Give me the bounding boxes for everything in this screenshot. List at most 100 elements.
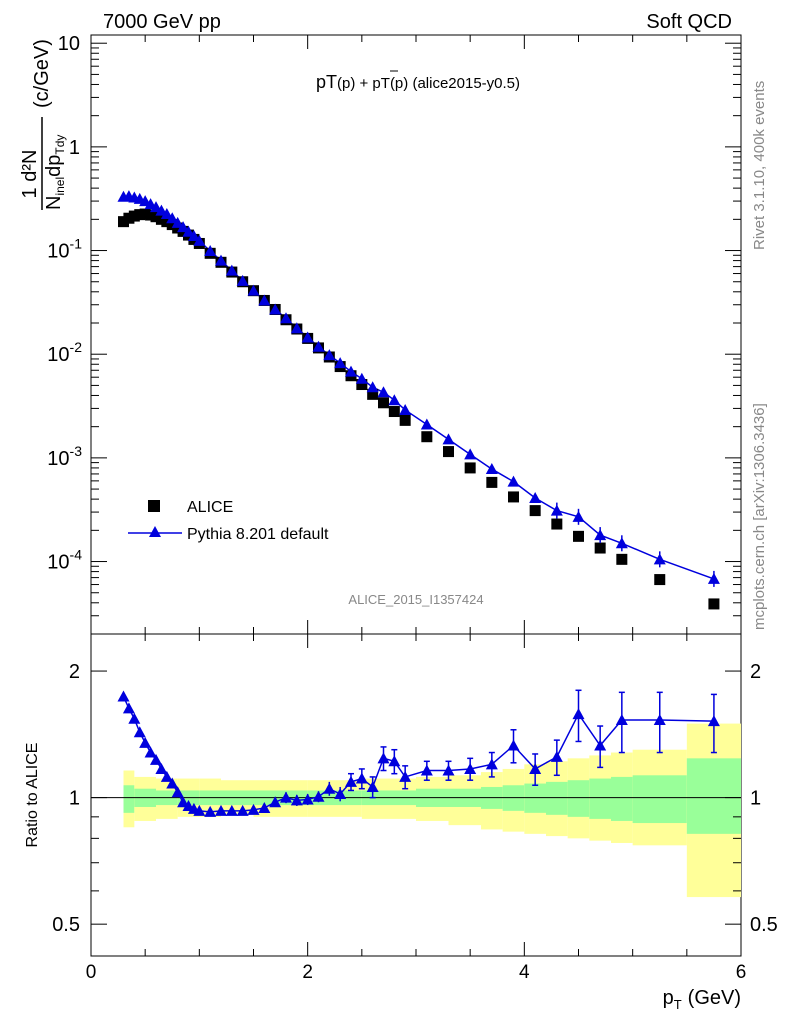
mc-point-pythia bbox=[177, 221, 190, 233]
mc-point-pythia bbox=[707, 572, 720, 584]
legend-mc-marker bbox=[149, 526, 161, 537]
title-plus: + pT bbox=[355, 75, 390, 92]
side-mcplots-label: mcplots.cern.ch [arXiv:1306.3436] bbox=[751, 403, 768, 630]
mc-point-pythia bbox=[166, 212, 179, 224]
main-ylabel: 1 d²N NineldpTdy (c/GeV) bbox=[19, 39, 67, 210]
ratio-point bbox=[464, 762, 477, 774]
data-point-alice bbox=[594, 542, 606, 554]
ratio-point bbox=[653, 713, 666, 725]
ratio-point bbox=[355, 772, 368, 784]
data-point-alice bbox=[388, 406, 400, 418]
ratio-point bbox=[334, 787, 347, 799]
ratio-point bbox=[290, 794, 303, 806]
mc-point-pythia bbox=[160, 208, 173, 220]
ratio-point bbox=[399, 770, 412, 782]
ratio-point bbox=[139, 736, 152, 748]
ratio-uncertainty-bands bbox=[123, 723, 741, 898]
data-point-alice bbox=[708, 598, 720, 610]
ratio-point bbox=[258, 801, 271, 813]
ratio-point bbox=[133, 726, 146, 738]
legend: ALICE Pythia 8.201 default bbox=[128, 499, 329, 543]
mc-point-pythia bbox=[572, 510, 585, 522]
data-point-alice bbox=[443, 446, 454, 458]
x-tick-label: 0 bbox=[86, 962, 97, 983]
data-point-alice bbox=[421, 431, 433, 443]
ratio-point bbox=[345, 775, 357, 787]
ratio-band-inner bbox=[123, 785, 135, 813]
x-tick-label: 4 bbox=[519, 962, 530, 983]
data-point-alice bbox=[654, 574, 666, 586]
ratio-point bbox=[280, 791, 292, 803]
plot-title: pT(p) + pT(p) (alice2015-y0.5) bbox=[316, 72, 520, 92]
data-point-alice bbox=[551, 518, 563, 530]
ratio-y-tick-label: 0.5 bbox=[52, 914, 80, 936]
mc-point-pythia bbox=[615, 537, 628, 549]
xlabel-p: p bbox=[663, 987, 674, 1009]
mc-point-pythia bbox=[182, 225, 195, 237]
ratio-point bbox=[122, 702, 135, 714]
ratio-series bbox=[117, 689, 720, 817]
ratio-y-tick-label-right: 2 bbox=[750, 661, 761, 683]
mc-point-pythia bbox=[236, 274, 249, 286]
data-point-alice bbox=[399, 414, 411, 426]
ratio-ylabel: Ratio to ALICE bbox=[24, 743, 41, 848]
ratio-point bbox=[312, 790, 325, 802]
data-point-alice bbox=[486, 476, 498, 488]
x-tick-label: 6 bbox=[736, 962, 747, 983]
ratio-point bbox=[594, 739, 607, 751]
ratio-axes: 0 2 4 6 0.5 0.5 1 1 2 2 bbox=[52, 634, 778, 983]
mc-point-pythia bbox=[594, 529, 607, 541]
ylabel-den-sub: inel bbox=[53, 177, 67, 196]
xlabel: pT (GeV) bbox=[663, 987, 741, 1012]
ratio-point bbox=[366, 780, 379, 792]
main-y-tick-label: 1 bbox=[69, 137, 80, 159]
ratio-point bbox=[301, 793, 314, 805]
mc-point-pythia bbox=[334, 357, 347, 369]
ratio-point bbox=[485, 758, 498, 770]
ratio-point bbox=[193, 804, 206, 816]
title-p: (p) bbox=[337, 75, 355, 92]
ratio-y-tick-label: 1 bbox=[69, 788, 80, 810]
mc-point-pythia bbox=[420, 418, 433, 430]
mc-point-pythia bbox=[280, 312, 292, 324]
header-left-label: 7000 GeV pp bbox=[103, 11, 221, 33]
ratio-band-inner bbox=[589, 778, 611, 819]
xlabel-sub: T bbox=[674, 997, 682, 1012]
data-point-alice bbox=[529, 505, 541, 517]
mc-point-pythia bbox=[485, 463, 498, 475]
main-y-tick-label: 10-3 bbox=[47, 443, 82, 470]
ratio-point bbox=[269, 796, 282, 808]
ratio-point bbox=[128, 712, 141, 724]
ratio-y-tick-label-right: 0.5 bbox=[750, 914, 778, 936]
mc-point-pythia bbox=[269, 303, 282, 315]
mc-point-pythia bbox=[247, 284, 260, 296]
analysis-id-label: ALICE_2015_I1357424 bbox=[348, 592, 483, 607]
main-y-tick-label: 10-4 bbox=[47, 547, 82, 574]
mc-point-pythia bbox=[171, 216, 184, 228]
ratio-point bbox=[388, 755, 401, 767]
ratio-point bbox=[550, 750, 563, 762]
title-tag: (alice2015-y0.5) bbox=[408, 75, 520, 92]
mc-point-pythia bbox=[399, 403, 412, 415]
mc-point-pythia bbox=[442, 433, 455, 445]
data-point-alice bbox=[573, 530, 584, 542]
mc-point-pythia bbox=[290, 322, 303, 334]
main-y-tick-label: 10-1 bbox=[47, 236, 82, 263]
ylabel-denominator: NineldpTdy bbox=[43, 135, 67, 210]
data-point-alice bbox=[356, 379, 368, 391]
main-y-tick-label: 10-2 bbox=[47, 339, 82, 366]
ylabel-numerator: 1 d²N bbox=[19, 150, 41, 199]
mc-point-pythia bbox=[388, 394, 401, 406]
ratio-point bbox=[420, 764, 433, 776]
ratio-point bbox=[323, 782, 336, 794]
mc-point-pythia bbox=[507, 475, 520, 487]
ratio-point bbox=[529, 762, 542, 774]
data-point-alice bbox=[616, 553, 628, 565]
mc-point-pythia bbox=[312, 340, 325, 352]
ratio-band-inner bbox=[632, 775, 687, 824]
ratio-y-tick-label: 2 bbox=[69, 661, 80, 683]
ratio-point bbox=[507, 739, 520, 751]
mc-point-pythia bbox=[345, 365, 357, 377]
mc-point-pythia bbox=[366, 381, 379, 393]
